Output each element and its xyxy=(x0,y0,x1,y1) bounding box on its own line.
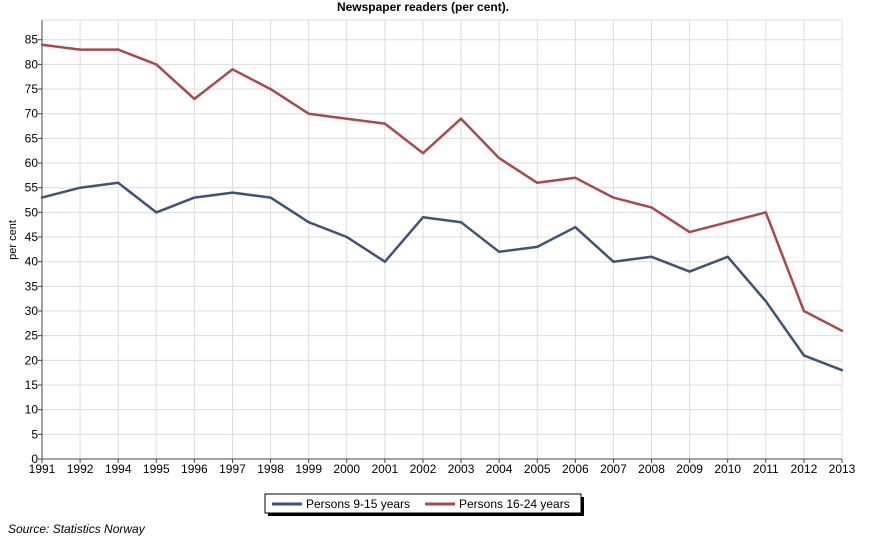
y-tick-label: 65 xyxy=(25,131,39,145)
x-tick-label: 1992 xyxy=(67,462,94,476)
y-tick-label: 40 xyxy=(25,255,39,269)
data-point xyxy=(612,196,615,199)
x-tick-label: 2008 xyxy=(638,462,665,476)
data-point xyxy=(688,230,691,234)
x-tick-label: 2005 xyxy=(524,462,551,476)
legend-box xyxy=(264,493,582,514)
y-tick-label: 15 xyxy=(25,378,39,392)
y-tick-label: 5 xyxy=(31,427,38,441)
x-tick-label: 2004 xyxy=(486,462,513,476)
data-point xyxy=(536,181,539,184)
data-point xyxy=(155,211,158,214)
data-point xyxy=(421,151,425,155)
y-tick-label: 30 xyxy=(25,304,39,318)
y-tick-label: 55 xyxy=(25,181,39,195)
data-point xyxy=(421,216,425,219)
series-line-1 xyxy=(41,43,843,332)
x-tick-label: 2010 xyxy=(714,462,741,476)
y-tick-label: 75 xyxy=(25,82,39,96)
x-tick-labels: 1991 1992 1994 1995 1996 1997 1998 1999 2000 2001… xyxy=(29,459,856,476)
data-point xyxy=(269,196,272,199)
x-tick-label: 2000 xyxy=(333,462,360,476)
y-tick-label: 10 xyxy=(25,403,39,417)
data-point xyxy=(40,196,44,199)
x-tick-label: 2006 xyxy=(562,462,589,476)
y-axis-label: per cent xyxy=(7,220,19,260)
x-tick-label: 2011 xyxy=(753,462,779,476)
y-tick-label: 50 xyxy=(25,205,39,219)
data-point xyxy=(116,48,120,51)
data-point xyxy=(78,186,82,189)
y-tick-label: 45 xyxy=(25,230,39,244)
y-tick-label: 80 xyxy=(25,57,39,71)
data-point xyxy=(116,181,120,184)
data-point xyxy=(840,329,844,332)
series-group xyxy=(40,43,844,372)
x-tick-label: 2009 xyxy=(676,462,703,476)
data-point xyxy=(40,43,44,46)
data-point xyxy=(193,97,196,101)
data-point xyxy=(459,117,463,120)
data-point xyxy=(650,255,653,258)
source-note: Source: Statistics Norway xyxy=(8,522,145,536)
x-tick-label: 1996 xyxy=(181,462,208,476)
x-tick-label: 2007 xyxy=(600,462,627,476)
data-point xyxy=(78,48,82,51)
data-point xyxy=(497,250,501,254)
data-point xyxy=(650,206,653,209)
x-tick-label: 1991 xyxy=(29,462,56,476)
y-tick-label: 70 xyxy=(25,107,39,121)
data-point xyxy=(345,235,348,239)
data-point xyxy=(574,225,577,229)
data-point xyxy=(536,245,539,249)
data-point xyxy=(726,221,729,224)
data-point xyxy=(802,354,806,357)
data-point xyxy=(802,309,806,313)
data-point xyxy=(688,270,691,273)
data-point xyxy=(345,117,348,120)
axes xyxy=(41,20,842,460)
y-tick-label: 35 xyxy=(25,279,39,293)
data-point xyxy=(764,299,768,303)
series-line-0 xyxy=(41,181,843,372)
y-tick-label: 85 xyxy=(25,33,39,47)
x-tick-label: 2003 xyxy=(448,462,475,476)
data-point xyxy=(574,176,577,180)
data-point xyxy=(193,196,196,199)
grid xyxy=(41,19,843,460)
chart-title: Newspaper readers (per cent). xyxy=(337,0,509,14)
y-tick-labels: 0 5 10 15 20 25 30 35 40 45 50 55 60 65 70 75 80 85 xyxy=(25,33,42,466)
x-tick-label: 1997 xyxy=(219,462,246,476)
legend: Persons 9-15 years Persons 16-24 years xyxy=(264,493,584,516)
x-tick-label: 1999 xyxy=(295,462,322,476)
data-point xyxy=(497,156,501,160)
x-tick-label: 2013 xyxy=(829,462,856,476)
data-point xyxy=(231,68,234,71)
data-point xyxy=(307,221,310,224)
data-point xyxy=(840,369,844,372)
data-point xyxy=(231,191,234,194)
data-point xyxy=(307,112,310,115)
x-tick-label: 2002 xyxy=(410,462,437,476)
y-tick-label: 20 xyxy=(25,353,39,367)
y-tick-label: 0 xyxy=(31,452,38,466)
data-point xyxy=(612,260,615,263)
x-tick-label: 2001 xyxy=(372,462,399,476)
data-point xyxy=(269,87,272,91)
legend-label-persons-16-24: Persons 16-24 years xyxy=(459,497,570,511)
y-tick-label: 25 xyxy=(25,329,39,343)
data-point xyxy=(155,63,158,66)
data-point xyxy=(383,260,387,263)
x-tick-label: 1998 xyxy=(257,462,284,476)
x-tick-label: 1995 xyxy=(143,462,170,476)
data-point xyxy=(726,255,729,258)
x-tick-label: 2012 xyxy=(791,462,818,476)
data-point xyxy=(459,221,463,224)
legend-label-persons-9-15: Persons 9-15 years xyxy=(306,497,410,511)
data-point xyxy=(383,122,387,125)
y-tick-label: 60 xyxy=(25,156,39,170)
data-point xyxy=(764,211,768,214)
x-tick-label: 1994 xyxy=(105,462,132,476)
